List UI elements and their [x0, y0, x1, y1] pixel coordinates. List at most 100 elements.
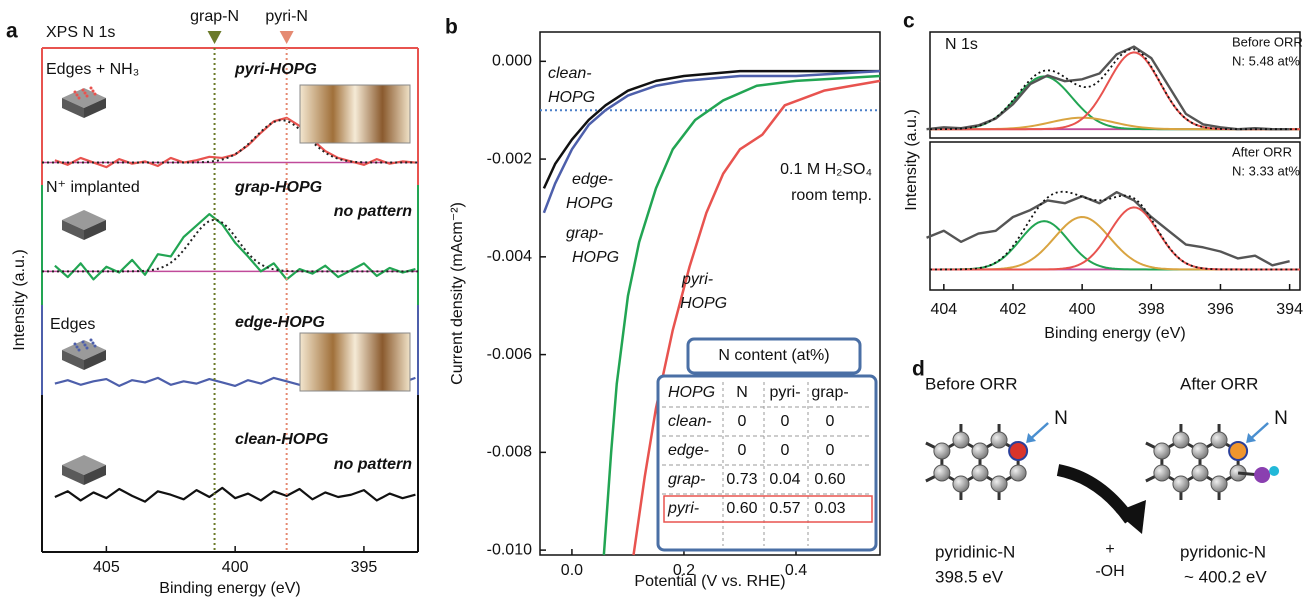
sample-icon [62, 220, 84, 240]
table-cell: 0.03 [814, 500, 845, 517]
x-tick-label: 405 [93, 559, 120, 576]
annotation: After ORR [1232, 144, 1292, 159]
table-cell: clean- [668, 413, 712, 430]
sample-dot [77, 96, 81, 100]
series-label: clean- [548, 65, 592, 82]
sample-dot [91, 341, 95, 345]
table-cell: grap- [668, 471, 705, 488]
carbon-atom [1153, 442, 1171, 460]
y-axis-label: Current density (mAcm⁻²) [449, 202, 466, 385]
diagram-title: Before ORR [925, 374, 1018, 393]
sample-dot [75, 345, 79, 349]
y-tick-label: -0.006 [487, 346, 532, 363]
panel-label: a [6, 20, 18, 43]
carbon-atom [933, 464, 951, 482]
species-energy: ~ 400.2 eV [1184, 567, 1267, 586]
pointer-head [1246, 433, 1257, 443]
sample-dot [73, 90, 77, 94]
nitrogen-atom [1008, 441, 1029, 461]
x-tick-label: 396 [1207, 301, 1234, 318]
x-tick-label: 400 [1069, 301, 1096, 318]
table-header: N [736, 384, 748, 401]
table-cell: 0 [826, 442, 835, 459]
x-tick-label: 394 [1276, 301, 1303, 318]
annotation: pyri-HOPG [234, 61, 317, 78]
sample-dot [75, 93, 79, 97]
annotation: no pattern [334, 456, 412, 473]
series-label: grap- [566, 225, 603, 242]
chart-title: XPS N 1s [46, 24, 115, 41]
species-energy: 398.5 eV [935, 567, 1004, 586]
sample-dot [77, 348, 81, 352]
sample-dot [81, 340, 85, 344]
series-label: HOPG [548, 89, 595, 106]
carbon-atom [1172, 475, 1190, 493]
x-axis-label: Binding energy (eV) [1044, 325, 1185, 342]
sample-icon [84, 465, 106, 485]
carbon-atom [933, 442, 951, 460]
table-frame [656, 374, 878, 552]
y-tick-label: -0.008 [487, 444, 532, 461]
polarization-curve [632, 79, 881, 556]
plot-frame [929, 141, 1301, 291]
y-tick-label: -0.002 [487, 150, 532, 167]
annotation: N: 3.33 at% [1232, 163, 1300, 178]
chart-title: N 1s [945, 36, 978, 53]
x-tick-label: 400 [222, 559, 249, 576]
x-tick-label: 404 [930, 301, 957, 318]
sample-icon [84, 350, 106, 370]
sample-dot [81, 88, 85, 92]
plot-frame [929, 31, 1301, 139]
table-cell: 0 [738, 442, 747, 459]
fit-curve [42, 218, 418, 273]
carbon-atom [952, 431, 970, 449]
annotation: no pattern [334, 203, 412, 220]
table-cell: 0.60 [814, 471, 845, 488]
atom-label: N [1274, 408, 1288, 429]
nitrogen-atom [1228, 441, 1249, 461]
polarization-curve [542, 69, 880, 189]
y-tick-label: 0.000 [492, 53, 532, 70]
x-axis-label: Potential (V vs. RHE) [634, 573, 785, 590]
sample-dot [93, 344, 97, 348]
annotation: Edges [50, 316, 95, 333]
table-cell: 0 [781, 442, 790, 459]
fit-component [930, 206, 1300, 271]
species-name: pyridonic-N [1180, 542, 1266, 561]
spectrum-line [54, 212, 416, 281]
sample-icon [84, 98, 106, 118]
atom-label: N [1054, 408, 1068, 429]
annotation: Edges + NH₃ [46, 61, 139, 78]
series-label: HOPG [680, 295, 727, 312]
table-cell: 0.57 [769, 500, 800, 517]
sample-dot [93, 92, 97, 96]
table-cell: 0 [826, 413, 835, 430]
series-label: HOPG [566, 195, 613, 212]
carbon-atom [952, 475, 970, 493]
annotation: grap-HOPG [234, 179, 322, 196]
species-name: pyridinic-N [935, 542, 1015, 561]
spectrum-line [54, 486, 416, 503]
carbon-atom [1191, 464, 1209, 482]
table-title-box [686, 337, 862, 375]
sample-icon [62, 98, 84, 118]
series-label: pyri- [681, 271, 713, 288]
table-cell: 0 [781, 413, 790, 430]
carbon-atom [1191, 442, 1209, 460]
y-axis-label: Intensity (a.u.) [903, 109, 920, 210]
sample-dot [83, 343, 87, 347]
sample-dot [91, 89, 95, 93]
table-cell: edge- [668, 442, 709, 459]
table-title: N content (at%) [718, 347, 829, 364]
table-header: pyri- [769, 384, 800, 401]
sample-dot [89, 338, 93, 342]
x-tick-label: 0.2 [673, 562, 695, 579]
y-tick-label: -0.010 [487, 541, 532, 558]
data-line [926, 45, 1290, 131]
plot-frame [539, 31, 881, 556]
polarization-curve [542, 69, 881, 214]
panel-label: b [445, 16, 458, 39]
carbon-atom [1210, 475, 1228, 493]
marker-triangle [207, 31, 222, 44]
